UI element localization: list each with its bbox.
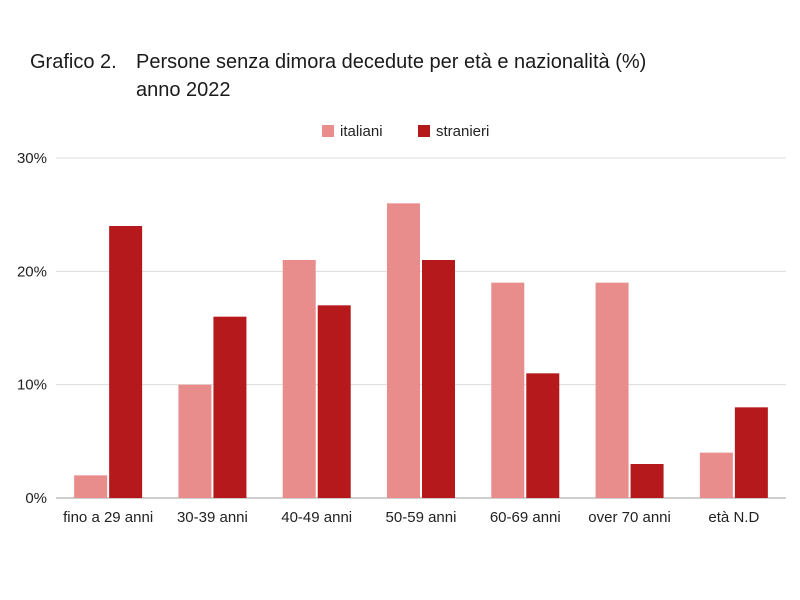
- chart-title-line-1: Persone senza dimora decedute per età e …: [136, 51, 647, 73]
- chart-title-line-2: anno 2022: [136, 79, 231, 101]
- x-tick-label: 40-49 anni: [281, 509, 352, 526]
- bars: [74, 203, 768, 499]
- y-tick-label: 20%: [17, 263, 47, 280]
- x-tick-label: over 70 anni: [588, 509, 671, 526]
- legend-label-italiani: italiani: [340, 123, 383, 140]
- axis-labels: 0% 10% 20% 30% fino a 29 anni 30-39 anni 40-49…: [17, 150, 759, 526]
- x-tick-label: fino a 29 anni: [63, 509, 153, 526]
- legend-label-stranieri: stranieri: [436, 123, 489, 140]
- x-tick-label: età N.D: [708, 509, 759, 526]
- bar-italiani: [387, 203, 420, 499]
- gridlines: [56, 157, 786, 499]
- legend-swatch-italiani: [322, 125, 334, 137]
- legend-swatch-stranieri: [418, 125, 430, 137]
- y-tick-label: 0%: [25, 490, 47, 507]
- y-tick-label: 10%: [17, 377, 47, 394]
- bar-stranieri: [109, 226, 143, 498]
- bar-stranieri: [630, 464, 664, 498]
- bar-stranieri: [213, 316, 247, 498]
- bar-italiani: [595, 282, 629, 498]
- bar-italiani: [282, 260, 316, 498]
- bar-italiani: [699, 452, 733, 498]
- bar-italiani: [178, 384, 212, 498]
- bar-italiani: [74, 475, 108, 498]
- x-tick-label: 30-39 anni: [177, 509, 248, 526]
- chart-title-prefix: Grafico 2.: [30, 51, 117, 73]
- bar-stranieri: [317, 305, 351, 498]
- bar-stranieri: [422, 260, 455, 498]
- bar-stranieri: [526, 373, 560, 498]
- y-tick-label: 30%: [17, 150, 47, 167]
- chart-title: Grafico 2. Persone senza dimora decedute…: [30, 48, 646, 104]
- bar-stranieri: [734, 407, 768, 498]
- legend: italiani stranieri: [322, 123, 489, 140]
- x-tick-label: 60-69 anni: [490, 509, 561, 526]
- bar-italiani: [491, 282, 525, 498]
- x-tick-label: 50-59 anni: [386, 509, 457, 526]
